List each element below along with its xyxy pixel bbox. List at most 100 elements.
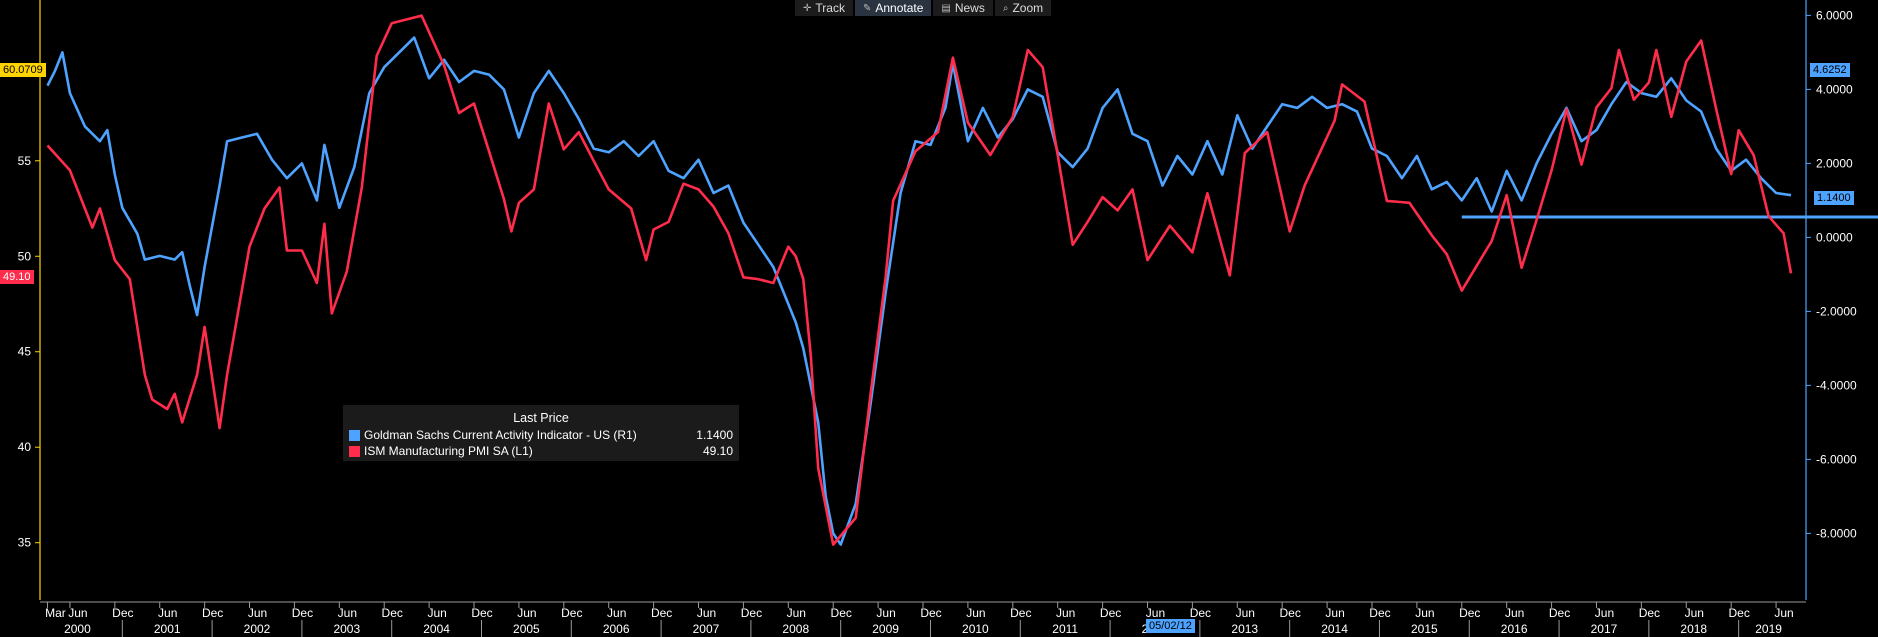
series-group: [46, 14, 1793, 546]
legend-item-pmi: ISM Manufacturing PMI SA (L1) 49.10: [349, 443, 733, 459]
x-axis-year-label: 2006: [603, 622, 630, 636]
x-axis-month-label: Jun: [248, 606, 267, 620]
news-icon: ▤: [941, 2, 951, 14]
news-label: News: [954, 1, 985, 15]
pmi-series-line: [46, 14, 1793, 546]
news-button[interactable]: ▤ News: [933, 0, 993, 16]
x-axis-month-label: Dec: [292, 606, 313, 620]
x-axis-month-label: Dec: [202, 606, 223, 620]
track-button[interactable]: ✛ Track: [795, 0, 853, 16]
legend-value-pmi: 49.10: [702, 444, 733, 458]
annotate-button[interactable]: ✎ Annotate: [854, 0, 932, 16]
x-axis-month-label: Jun: [787, 606, 806, 620]
x-axis-month-label: Jun: [1685, 606, 1704, 620]
x-axis-year-label: 2008: [782, 622, 809, 636]
x-axis-year-label: 2013: [1231, 622, 1258, 636]
x-axis-year-label: 2003: [333, 622, 360, 636]
x-axis-year-label: 2017: [1591, 622, 1618, 636]
x-axis-month-label: Dec: [1190, 606, 1211, 620]
x-axis-month-label: Dec: [1549, 606, 1570, 620]
left-axis-high-tag: 60.0709: [0, 63, 46, 77]
x-axis-month-label: Dec: [651, 606, 672, 620]
x-axis-month-label: Dec: [1639, 606, 1660, 620]
x-axis-month-label: Jun: [697, 606, 716, 620]
x-axis-month-label: Dec: [112, 606, 133, 620]
x-axis-month-label: Jun: [1236, 606, 1255, 620]
right-axis-tick-label: 4.0000: [1816, 82, 1853, 96]
right-axis-high-tag: 4.6252: [1810, 63, 1850, 77]
x-axis-month-label: Dec: [1100, 606, 1121, 620]
legend-swatch-pmi: [349, 445, 360, 457]
x-axis-year-label: 2002: [244, 622, 271, 636]
x-axis-month-label: Jun: [517, 606, 536, 620]
x-axis-month-label: Jun: [427, 606, 446, 620]
right-axis-tick-label: -8.0000: [1816, 526, 1857, 540]
x-axis-year-label: 2009: [872, 622, 899, 636]
x-axis-month-label: Jun: [68, 606, 87, 620]
x-axis-month-label: Dec: [1010, 606, 1031, 620]
left-axis-tick-label: 40: [18, 440, 32, 454]
x-axis-year-label: 2000: [64, 622, 91, 636]
x-axis-month-label: Jun: [1595, 606, 1614, 620]
x-axis-month-label: Jun: [876, 606, 895, 620]
x-axis-month-label: Jun: [1146, 606, 1165, 620]
cai-series-line: [46, 36, 1792, 546]
x-axis-month-label: Dec: [471, 606, 492, 620]
right-axis-tick-label: -4.0000: [1816, 378, 1857, 392]
x-axis-month-label: Jun: [338, 606, 357, 620]
annotate-label: Annotate: [875, 1, 924, 15]
x-axis-month-label: Jun: [966, 606, 985, 620]
legend-title: Last Price: [513, 411, 569, 425]
x-axis-year-label: 2011: [1052, 622, 1078, 636]
x-axis-month-label: Jun: [158, 606, 177, 620]
x-axis-month-label: Dec: [1728, 606, 1749, 620]
x-axis-month-label: Jun: [1056, 606, 1075, 620]
left-axis-tick-label: 45: [18, 345, 32, 359]
crosshair-icon: ✛: [803, 2, 812, 14]
x-axis-month-label: Dec: [831, 606, 852, 620]
track-label: Track: [815, 1, 845, 15]
x-axis-year-label: 2004: [423, 622, 450, 636]
x-axis-year-label: 2018: [1680, 622, 1707, 636]
x-axis-month-label: Jun: [1505, 606, 1524, 620]
left-axis-last-tag: 49.10: [0, 270, 34, 284]
x-axis-month-label: Jun: [1325, 606, 1344, 620]
legend-name-pmi: ISM Manufacturing PMI SA (L1): [364, 444, 533, 458]
x-axis-month-label: Mar: [45, 606, 66, 620]
chart-toolbar: ✛ Track ✎ Annotate ▤ News ⌕ Zoom: [795, 0, 1052, 16]
legend-name-cai: Goldman Sachs Current Activity Indicator…: [364, 428, 637, 442]
x-axis-month-label: Jun: [1415, 606, 1434, 620]
right-axis-tick-label: 2.0000: [1816, 156, 1853, 170]
magnifier-icon: ⌕: [1002, 2, 1009, 14]
x-axis-year-label: 2015: [1411, 622, 1438, 636]
legend-box[interactable]: Last Price Goldman Sachs Current Activit…: [343, 405, 739, 461]
right-axis-tick-label: -2.0000: [1816, 304, 1857, 318]
x-axis-year-label: 2019: [1755, 622, 1782, 636]
x-axis-month-label: Jun: [1774, 606, 1793, 620]
x-axis-year-label: 2001: [154, 622, 181, 636]
left-axis-tick-label: 50: [18, 249, 32, 263]
legend-value-cai: 1.1400: [696, 428, 733, 442]
left-axis-tick-label: 35: [18, 536, 32, 550]
x-axis-year-label: 2010: [962, 622, 989, 636]
zoom-label: Zoom: [1012, 1, 1044, 15]
x-axis-month-label: Dec: [382, 606, 403, 620]
x-axis-month-label: Dec: [741, 606, 762, 620]
legend-swatch-cai: [349, 429, 360, 441]
right-axis-tick-label: 0.0000: [1816, 230, 1853, 244]
x-axis-month-label: Dec: [920, 606, 941, 620]
x-axis-month-label: Dec: [561, 606, 582, 620]
x-axis-month-label: Jun: [607, 606, 626, 620]
left-axis-tick-label: 55: [18, 154, 32, 168]
right-axis-tick-label: -6.0000: [1816, 452, 1857, 466]
x-axis-month-label: Dec: [1369, 606, 1390, 620]
x-axis-year-label: 2005: [513, 622, 540, 636]
x-axis-year-label: 2014: [1321, 622, 1348, 636]
x-axis-year-label: 2007: [693, 622, 720, 636]
x-axis-month-label: Dec: [1280, 606, 1301, 620]
zoom-button[interactable]: ⌕ Zoom: [994, 0, 1052, 16]
x-axis-year-label: 2016: [1501, 622, 1528, 636]
legend-item-cai: Goldman Sachs Current Activity Indicator…: [349, 427, 733, 443]
x-axis-month-label: Dec: [1459, 606, 1480, 620]
